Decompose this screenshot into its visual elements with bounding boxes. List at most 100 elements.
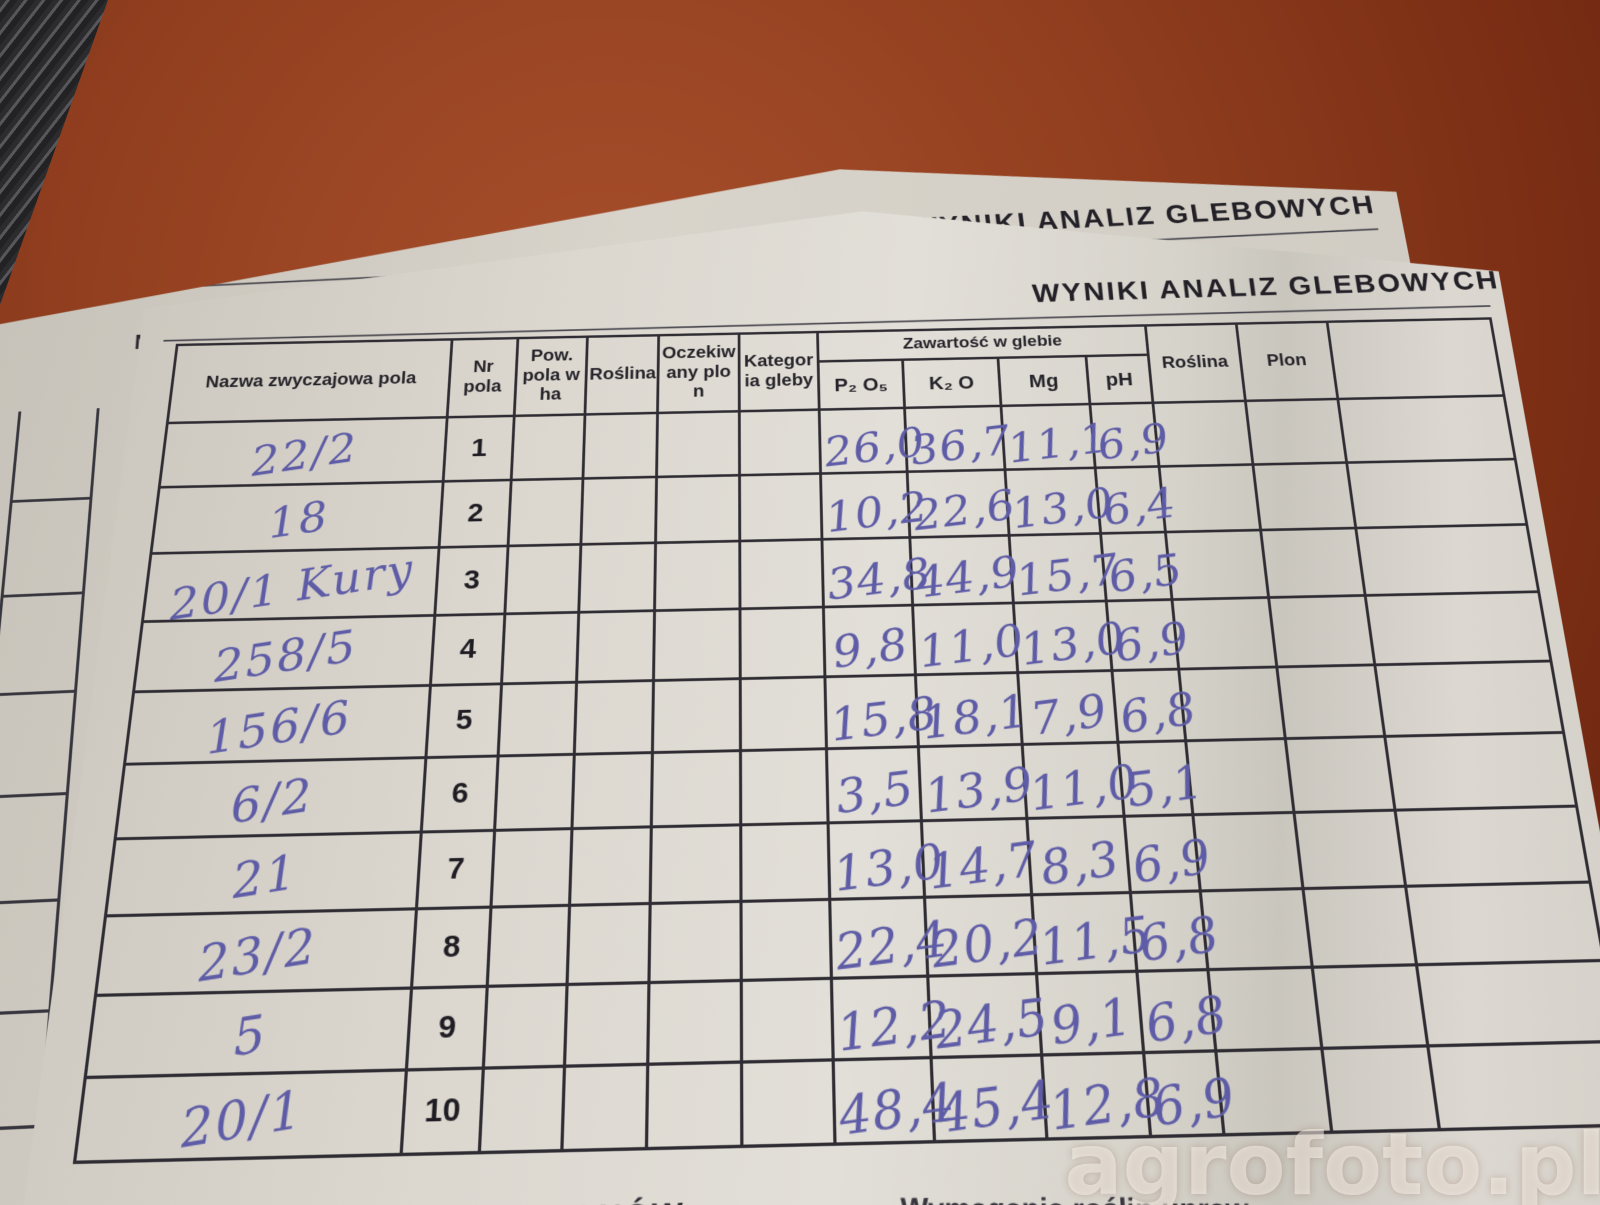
edge-cell: [1356, 524, 1539, 595]
handwritten-k2o: 22,6: [909, 480, 1020, 541]
roslina-cell: [583, 413, 658, 479]
mg-cell: 13,0: [1005, 468, 1101, 536]
handwritten-k2o: 45,4: [934, 1068, 1059, 1146]
k2o-cell: 22,6: [907, 470, 1009, 538]
field-number-cell: 7: [416, 830, 494, 908]
plon2-cell: [1269, 595, 1375, 667]
pow-cell: [483, 984, 567, 1068]
placemat-corner: [0, 0, 108, 305]
oczekiwany-plon-cell: [657, 411, 740, 477]
field-number-cell: 9: [406, 986, 487, 1070]
col-header-ph: pH: [1086, 355, 1153, 404]
plon2-cell: [1303, 886, 1417, 967]
edge-cell: [1406, 882, 1600, 965]
empty-cell: [0, 693, 74, 799]
ph-cell: 6,8: [1130, 891, 1208, 971]
mg-cell: 7,9: [1018, 671, 1118, 745]
col-header-pow: Pow. pola w ha: [514, 337, 587, 416]
edge-cell: [1417, 960, 1600, 1045]
field-name-cell: 21: [106, 832, 422, 916]
mg-cell: 11,5: [1032, 893, 1137, 974]
handwritten-mg: 9,1: [1045, 986, 1138, 1057]
kategoria-cell: [741, 899, 831, 980]
kategoria-cell: [740, 677, 826, 751]
k2o-cell: 20,2: [925, 895, 1037, 976]
agrofoto-watermark: agrofoto.pl: [1064, 1115, 1600, 1205]
mg-cell: 15,7: [1009, 533, 1106, 603]
plon2-cell: [1261, 528, 1366, 597]
col-header-kategoria: Kategoria gleby: [739, 332, 819, 411]
handwritten-ph: 6,9: [1093, 414, 1175, 470]
p2o5-cell: 13,0: [828, 821, 924, 900]
k2o-cell: 44,9: [910, 535, 1013, 605]
handwritten-k2o: 44,9: [912, 546, 1025, 609]
field-number-cell: 2: [439, 480, 511, 547]
handwritten-ph: 6,9: [1127, 828, 1217, 895]
ph-cell: 6,9: [1124, 815, 1200, 893]
k2o-cell: 18,1: [915, 673, 1022, 747]
roslina-cell: [567, 903, 650, 984]
empty-cell: [0, 594, 82, 696]
field-number-cell: 8: [412, 907, 491, 988]
roslina-cell: [577, 611, 655, 683]
field-name-cell: 6/2: [115, 758, 426, 839]
ph-cell: 6,4: [1095, 466, 1165, 533]
ph-cell: 6,8: [1112, 669, 1186, 742]
pow-cell: [508, 478, 583, 545]
field-name-cell: 22/2: [159, 417, 447, 487]
edge-cell: [1375, 661, 1564, 736]
pow-cell: [498, 682, 576, 756]
mg-cell: 11,1: [1001, 404, 1095, 470]
col-header-plon-2: Plon: [1236, 322, 1338, 401]
handwritten-ph: 6,9: [1109, 612, 1195, 673]
field-name-cell: 5: [85, 988, 411, 1077]
field-name-cell: 20/1: [75, 1070, 407, 1162]
pow-cell: [495, 754, 575, 830]
kategoria-cell: [740, 607, 825, 679]
handwritten-field-name: 6/2: [229, 767, 315, 835]
handwritten-k2o: 36,7: [907, 416, 1016, 475]
handwritten-ph: 6,5: [1103, 544, 1188, 603]
field-name-cell: 23/2: [96, 909, 417, 996]
handwritten-ph: 5,1: [1121, 754, 1210, 818]
handwritten-p2o5: 9,8: [829, 618, 912, 679]
roslina-cell: [574, 681, 653, 755]
handwritten-field-name: 23/2: [196, 916, 319, 994]
ph-cell: 6,9: [1090, 403, 1159, 468]
front-sheet: WYNIKI ANALIZ GLEBOWYCH Nazwa zwyczajowa…: [0, 193, 1600, 1205]
roslina-cell: [579, 543, 656, 612]
ph-cell: 6,5: [1101, 532, 1172, 601]
p2o5-cell: 22,4: [830, 897, 928, 978]
empty-cell: [13, 408, 97, 502]
p2o5-cell: 12,2: [831, 976, 931, 1060]
ph-cell: 6,9: [1106, 600, 1179, 671]
oczekiwany-plon-cell: [652, 679, 740, 753]
handwritten-k2o: 14,7: [924, 830, 1043, 901]
oczekiwany-plon-cell: [653, 609, 740, 681]
p2o5-cell: 15,8: [825, 675, 918, 749]
handwritten-ph: 6,8: [1140, 984, 1233, 1055]
handwritten-field-name: 258/5: [212, 619, 359, 693]
p2o5-cell: 10,2: [821, 472, 910, 540]
roslina-cell: [562, 1064, 648, 1150]
col-header-k2o: K₂ O: [903, 358, 1001, 408]
col-header-p2o5: P₂ O₅: [818, 360, 904, 410]
k2o-cell: 14,7: [921, 818, 1031, 897]
k2o-cell: 11,0: [913, 603, 1018, 675]
oczekiwany-plon-cell: [649, 901, 741, 982]
empty-cell: [3, 500, 89, 598]
handwritten-p2o5: 3,5: [832, 760, 918, 825]
handwritten-mg: 7,9: [1026, 684, 1112, 746]
field-number-cell: 3: [435, 546, 508, 615]
mg-cell: 11,0: [1022, 742, 1124, 818]
field-name-cell: 156/6: [125, 685, 431, 764]
edge-cell: [1338, 396, 1515, 463]
pow-cell: [502, 612, 579, 684]
handwritten-field-name: 22/2: [249, 423, 360, 486]
col-header-edge: [1327, 318, 1504, 398]
handwritten-k2o: 20,2: [927, 907, 1049, 980]
oczekiwany-plon-cell: [656, 475, 740, 543]
oczekiwany-plon-cell: [650, 825, 741, 904]
roslina-cell: [581, 477, 657, 544]
edge-cell: [1385, 732, 1577, 810]
